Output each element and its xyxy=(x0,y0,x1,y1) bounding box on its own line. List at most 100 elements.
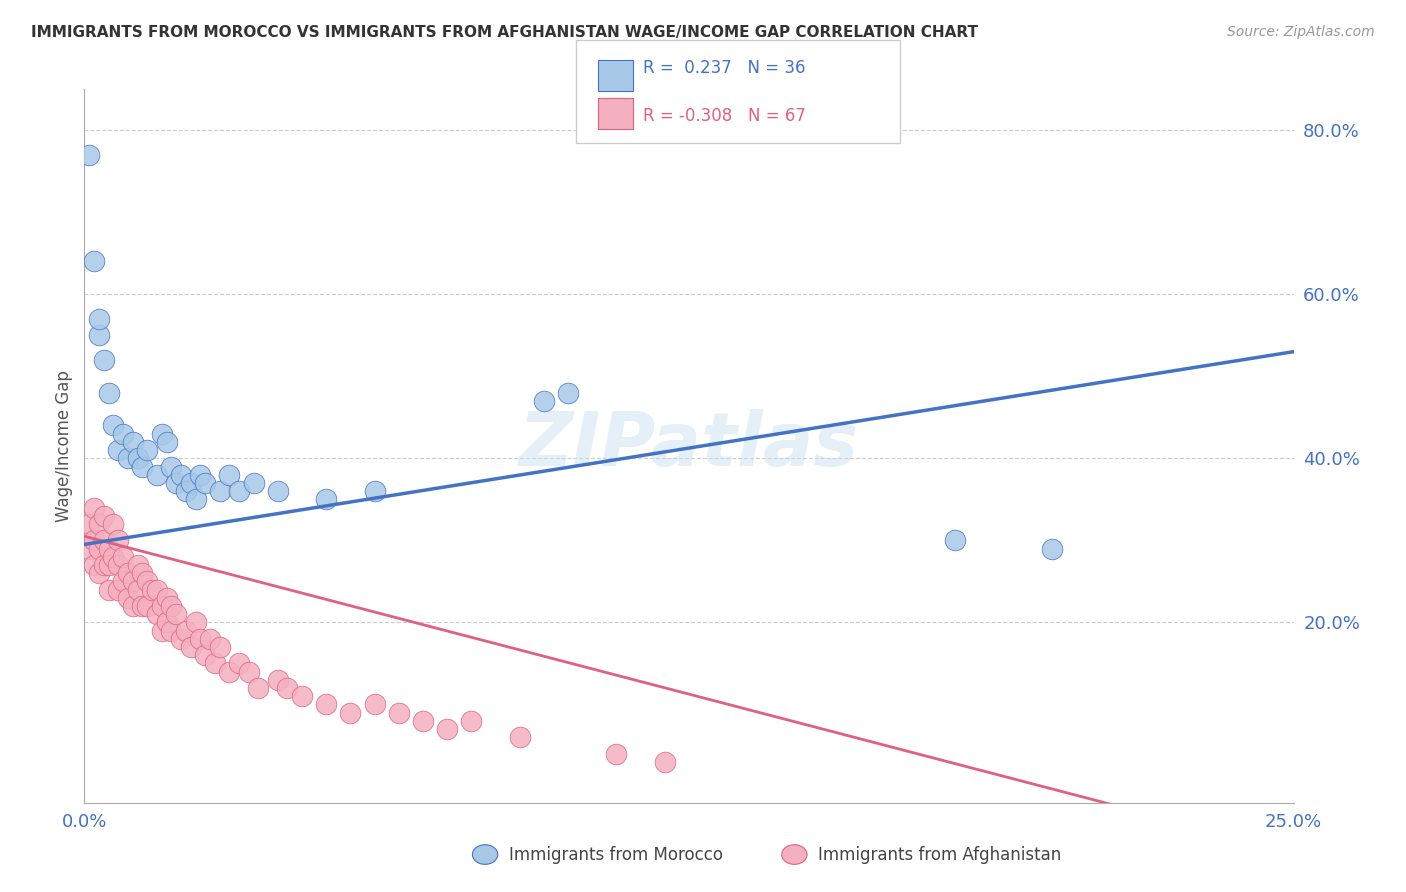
Point xyxy=(155,434,177,449)
Point xyxy=(315,698,337,712)
Point xyxy=(117,566,139,581)
Point xyxy=(117,591,139,605)
Point xyxy=(141,582,163,597)
Point xyxy=(121,599,143,613)
Point xyxy=(509,730,531,744)
Point xyxy=(93,352,115,367)
Text: Source: ZipAtlas.com: Source: ZipAtlas.com xyxy=(1227,25,1375,39)
Point xyxy=(267,484,290,499)
Point xyxy=(208,484,231,499)
Point xyxy=(218,467,240,482)
Point xyxy=(107,558,129,572)
Point xyxy=(131,459,153,474)
Point xyxy=(247,681,270,695)
Point xyxy=(107,533,129,548)
Point xyxy=(77,516,100,531)
Text: R = -0.308   N = 67: R = -0.308 N = 67 xyxy=(643,107,806,125)
Point xyxy=(87,541,110,556)
Point xyxy=(160,624,183,638)
Point xyxy=(165,475,187,490)
Point xyxy=(87,311,110,326)
Point xyxy=(87,328,110,343)
Point xyxy=(150,624,173,638)
Point xyxy=(107,582,129,597)
Point xyxy=(339,706,361,720)
Point xyxy=(1040,541,1063,556)
Point xyxy=(127,451,149,466)
Point xyxy=(136,443,159,458)
Text: IMMIGRANTS FROM MOROCCO VS IMMIGRANTS FROM AFGHANISTAN WAGE/INCOME GAP CORRELATI: IMMIGRANTS FROM MOROCCO VS IMMIGRANTS FR… xyxy=(31,25,979,40)
Point xyxy=(184,615,207,630)
Point xyxy=(150,599,173,613)
Point xyxy=(160,599,183,613)
Point xyxy=(291,689,314,703)
Point xyxy=(436,722,458,736)
Point xyxy=(533,393,555,408)
Point xyxy=(150,426,173,441)
Point xyxy=(146,467,169,482)
Point xyxy=(107,443,129,458)
Point xyxy=(83,254,105,268)
Text: ZIPatlas: ZIPatlas xyxy=(519,409,859,483)
Point xyxy=(146,582,169,597)
Point xyxy=(93,508,115,523)
Point xyxy=(170,632,193,646)
Point xyxy=(218,665,240,679)
Point xyxy=(160,459,183,474)
Point xyxy=(174,484,197,499)
Point xyxy=(155,615,177,630)
Y-axis label: Wage/Income Gap: Wage/Income Gap xyxy=(55,370,73,522)
Point xyxy=(238,665,260,679)
Point xyxy=(87,516,110,531)
Point xyxy=(460,714,482,728)
Point xyxy=(136,574,159,589)
Text: Immigrants from Morocco: Immigrants from Morocco xyxy=(509,846,723,863)
Point xyxy=(194,648,217,662)
Point xyxy=(146,607,169,622)
Point xyxy=(267,673,290,687)
Point xyxy=(127,582,149,597)
Point xyxy=(131,566,153,581)
Point xyxy=(184,492,207,507)
Point xyxy=(276,681,298,695)
Point xyxy=(557,385,579,400)
Point xyxy=(77,148,100,162)
Point xyxy=(112,426,135,441)
Point xyxy=(93,558,115,572)
Point xyxy=(121,574,143,589)
Point xyxy=(112,574,135,589)
Point xyxy=(170,467,193,482)
Point xyxy=(97,385,120,400)
Point xyxy=(943,533,966,548)
Point xyxy=(87,566,110,581)
Point xyxy=(228,657,250,671)
Point xyxy=(363,484,385,499)
Text: Immigrants from Afghanistan: Immigrants from Afghanistan xyxy=(818,846,1062,863)
Point xyxy=(155,591,177,605)
Point xyxy=(121,434,143,449)
Point xyxy=(103,549,125,564)
Point xyxy=(363,698,385,712)
Point xyxy=(165,607,187,622)
Point xyxy=(83,533,105,548)
Point xyxy=(103,418,125,433)
Point xyxy=(97,541,120,556)
Point xyxy=(93,533,115,548)
Point xyxy=(194,475,217,490)
Point xyxy=(136,599,159,613)
Point xyxy=(180,640,202,654)
Point xyxy=(83,500,105,515)
Point xyxy=(198,632,221,646)
Point xyxy=(180,475,202,490)
Point xyxy=(190,632,212,646)
Point xyxy=(97,582,120,597)
Point xyxy=(315,492,337,507)
Point xyxy=(174,624,197,638)
Point xyxy=(208,640,231,654)
Point xyxy=(112,549,135,564)
Text: R =  0.237   N = 36: R = 0.237 N = 36 xyxy=(643,59,806,77)
Point xyxy=(204,657,226,671)
Point xyxy=(190,467,212,482)
Point xyxy=(127,558,149,572)
Point xyxy=(242,475,264,490)
